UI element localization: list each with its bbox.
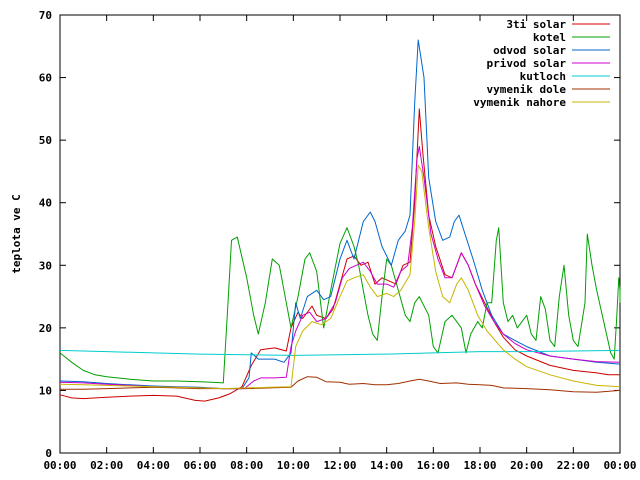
y-tick-label: 30 [39,259,52,272]
series-line-6 [59,164,621,390]
x-tick-label: 14:00 [370,459,403,472]
x-tick-label: 22:00 [557,459,590,472]
plot-area: 0 10 20 30 40 50 60 70 00:00 02:00 04:00 06:00 08:0… [39,9,637,472]
x-tick-label: 12:00 [323,459,356,472]
legend-label: vymenik nahore [473,96,566,109]
x-axis: 00:00 02:00 04:00 06:00 08:00 10:00 12:00 14:00… [43,15,637,472]
y-axis-title: teplota ve C [10,194,23,273]
legend-label: 3ti solar [506,18,566,31]
legend-label: vymenik dole [487,83,567,96]
x-tick-label: 06:00 [183,459,216,472]
legend-label: privod solar [487,57,567,70]
series-line-0 [59,108,620,402]
y-tick-label: 0 [45,447,52,460]
y-tick-label: 40 [39,197,52,210]
y-axis: 0 10 20 30 40 50 60 70 [39,9,620,460]
x-tick-label: 00:00 [603,459,636,472]
y-tick-label: 20 [39,322,52,335]
x-tick-label: 18:00 [463,459,496,472]
series-line-1 [59,227,621,384]
legend-label: kotel [533,31,566,44]
y-tick-label: 50 [39,134,52,147]
x-tick-label: 02:00 [90,459,123,472]
x-tick-label: 00:00 [43,459,76,472]
legend-label: odvod solar [493,44,566,57]
series-line-3 [59,145,621,390]
x-tick-label: 04:00 [137,459,170,472]
legend-label: kutloch [520,70,566,83]
x-tick-label: 16:00 [417,459,450,472]
series-line-4 [59,349,621,356]
x-tick-label: 20:00 [510,459,543,472]
series-layer [59,39,621,402]
series-line-2 [59,39,621,390]
x-tick-label: 10:00 [277,459,310,472]
x-tick-label: 08:00 [230,459,263,472]
y-tick-label: 70 [39,9,52,22]
series-line-5 [60,376,621,393]
y-tick-label: 10 [39,384,52,397]
y-tick-label: 60 [39,72,52,85]
